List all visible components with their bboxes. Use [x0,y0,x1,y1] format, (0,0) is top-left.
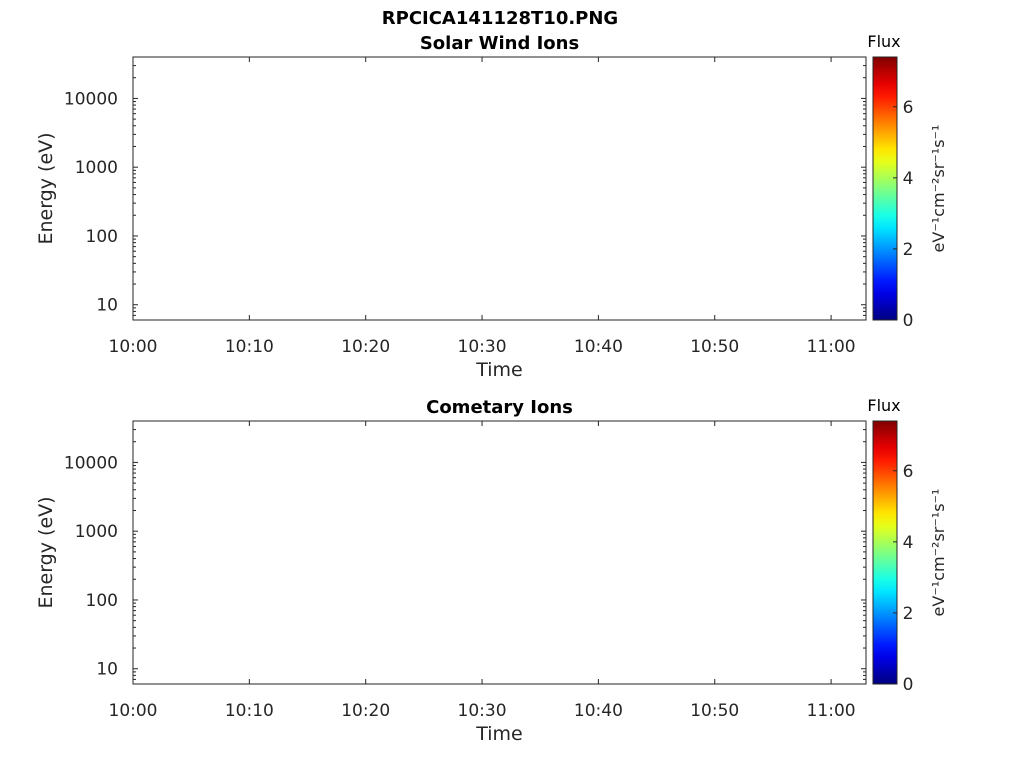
x-tick-label: 11:00 [807,337,856,357]
colorbar [872,56,898,321]
x-tick-label: 10:30 [458,337,507,357]
colorbar [872,420,898,685]
colorbar-tick-label: 6 [903,98,914,118]
x-tick-label: 10:10 [225,337,274,357]
figure-title: RPCICA141128T10.PNG [382,8,618,29]
colorbar-title: Flux [867,32,900,51]
y-tick-label: 10000 [64,89,118,109]
axes-frame [132,420,867,685]
x-tick-label: 10:40 [574,337,623,357]
x-tick-label: 10:00 [109,337,158,357]
colorbar-units-label: eV⁻¹cm⁻²sr⁻¹s⁻¹ [929,489,948,617]
x-axis-label: Time [475,723,523,745]
x-tick-label: 10:40 [574,701,623,721]
y-tick-label: 10000 [64,453,118,473]
colorbar-tick-label: 0 [903,311,914,331]
y-axis-label: Energy (eV) [35,132,57,244]
colorbar-tick-label: 0 [903,675,914,695]
x-tick-label: 10:20 [341,337,390,357]
colorbar-title: Flux [867,396,900,415]
x-tick-label: 10:30 [458,701,507,721]
y-tick-label: 10 [96,660,118,680]
y-tick-label: 10 [96,296,118,316]
x-tick-label: 10:20 [341,701,390,721]
axes-frame [132,56,867,321]
colorbar-tick-label: 4 [903,533,914,553]
x-tick-label: 11:00 [807,701,856,721]
colorbar-tick-label: 2 [903,240,914,260]
y-tick-label: 100 [86,227,118,247]
x-tick-label: 10:10 [225,701,274,721]
colorbar-tick-label: 2 [903,604,914,624]
colorbar-units-label: eV⁻¹cm⁻²sr⁻¹s⁻¹ [929,125,948,253]
panel-cometary-ions: 10:00 10:10 10:20 10:30 10:40 10:50 11:00 10 100… [35,396,948,745]
x-tick-label: 10:00 [109,701,158,721]
y-axis-label: Energy (eV) [35,496,57,608]
panel-solar-wind-ions: 10:00 10:10 10:20 10:30 10:40 10:50 11:00 10 100… [35,32,948,381]
y-tick-label: 1000 [75,158,118,178]
x-tick-label: 10:50 [690,701,739,721]
y-tick-label: 100 [86,591,118,611]
x-axis-label: Time [475,359,523,381]
colorbar-tick-label: 4 [903,169,914,189]
plot-area [133,57,866,320]
panel-title: Solar Wind Ions [420,33,579,54]
plot-area [133,421,866,684]
panel-title: Cometary Ions [426,397,573,418]
colorbar-tick-label: 6 [903,462,914,482]
x-tick-label: 10:50 [690,337,739,357]
y-tick-label: 1000 [75,522,118,542]
